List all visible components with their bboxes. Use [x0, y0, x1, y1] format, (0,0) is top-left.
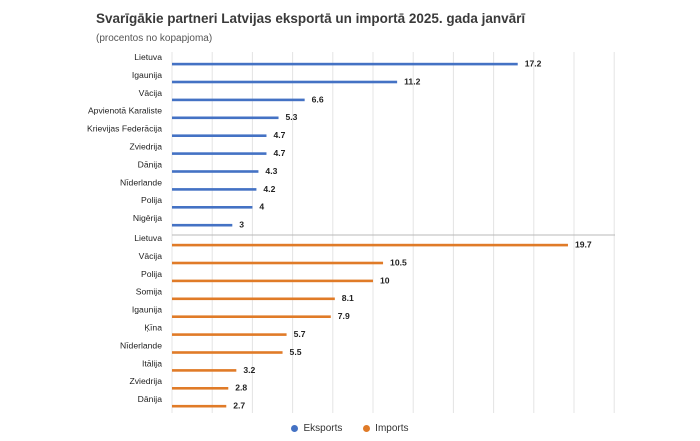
category-label: Dānija [138, 159, 163, 169]
bar [172, 387, 229, 390]
category-label: Vācija [139, 251, 163, 261]
value-label: 17.2 [525, 59, 542, 69]
bar [172, 333, 287, 336]
value-label: 2.7 [233, 401, 245, 411]
value-label: 5.3 [286, 112, 298, 122]
value-label: 7.9 [338, 311, 350, 321]
legend: Eksports Imports [0, 423, 700, 435]
bar [172, 315, 331, 318]
value-label: 10 [380, 275, 390, 285]
value-label: 6.6 [312, 94, 324, 104]
bar [172, 279, 373, 283]
legend-item-imports: Imports [363, 423, 409, 434]
bar [172, 223, 233, 227]
value-label: 3.2 [243, 365, 255, 375]
bar [172, 62, 518, 66]
value-label: 11.2 [404, 76, 420, 86]
bar [172, 152, 267, 155]
bar [172, 116, 279, 120]
chart-title: Svarīgākie partneri Latvijas eksportā un… [96, 11, 526, 26]
bar [172, 134, 267, 137]
labels: Lietuva 17.2 Igaunija 11.2 Vācija 6.6 Apvienot… [87, 52, 592, 411]
category-label: Somija [136, 287, 162, 297]
bar [172, 243, 568, 247]
legend-label-eksports: Eksports [303, 423, 343, 434]
value-label: 4.7 [273, 148, 285, 158]
category-label: Zviedrija [130, 376, 163, 386]
gridlines [171, 52, 615, 413]
value-label: 8.1 [342, 293, 354, 303]
category-label: Igaunija [132, 305, 162, 315]
value-label: 4.3 [265, 166, 277, 176]
legend-label-imports: Imports [375, 423, 409, 434]
bar [172, 188, 257, 191]
bar [172, 98, 305, 102]
value-label: 4 [259, 202, 264, 212]
bar [172, 297, 335, 301]
chart-subtitle: (procentos no kopapjoma) [96, 33, 213, 44]
category-label: Zviedrija [130, 142, 163, 152]
category-label: Krievijas Federācija [87, 124, 162, 134]
value-label: 5.7 [294, 329, 306, 339]
category-label: Apvienotā Karaliste [88, 106, 162, 116]
bar-chart: Lietuva 17.2 Igaunija 11.2 Vācija 6.6 Apvienot… [87, 52, 615, 413]
category-label: Nīderlande [120, 340, 162, 350]
value-label: 4.2 [263, 184, 275, 194]
bar [172, 404, 227, 408]
value-label: 2.8 [235, 383, 247, 393]
legend-item-eksports: Eksports [291, 423, 342, 434]
category-label: Nigērija [133, 213, 162, 223]
category-label: Lietuva [134, 233, 162, 243]
bars [172, 62, 568, 408]
bar [172, 351, 283, 354]
value-label: 19.7 [575, 240, 592, 250]
category-label: Lietuva [134, 52, 162, 62]
category-label: Itālija [142, 358, 162, 368]
category-label: Dānija [138, 394, 163, 404]
category-label: Ķīna [144, 323, 162, 333]
bar [172, 369, 237, 372]
bar [172, 261, 384, 265]
category-label: Vācija [139, 88, 163, 98]
value-label: 4.7 [273, 130, 285, 140]
bar [172, 170, 259, 173]
value-label: 5.5 [290, 347, 302, 357]
legend-swatch-eksports [291, 425, 299, 432]
legend-swatch-imports [363, 425, 371, 432]
value-label: 10.5 [390, 257, 407, 267]
value-label: 3 [239, 220, 244, 230]
bar [172, 80, 398, 84]
category-label: Igaunija [132, 70, 162, 80]
category-label: Polija [141, 195, 162, 205]
bar [172, 206, 253, 209]
category-label: Nīderlande [120, 177, 162, 187]
category-label: Polija [141, 269, 162, 279]
